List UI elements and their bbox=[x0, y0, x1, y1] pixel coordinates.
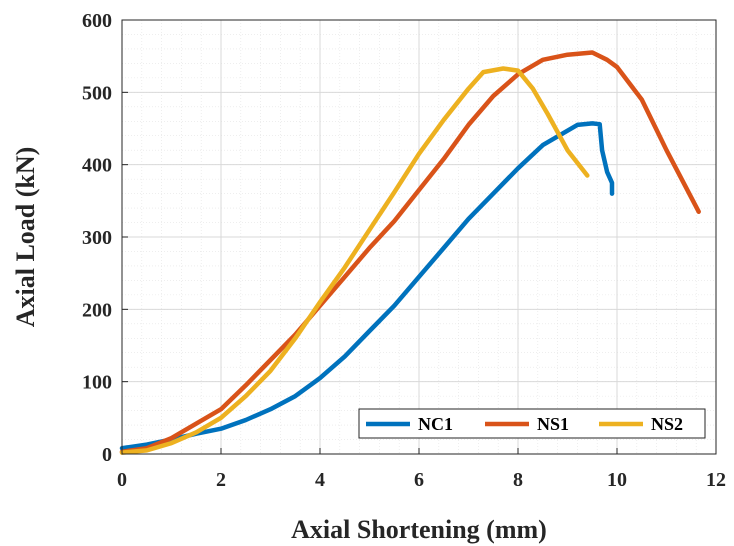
legend-label-nc1: NC1 bbox=[418, 414, 453, 434]
x-tick-label: 4 bbox=[315, 469, 325, 491]
y-tick-label: 100 bbox=[82, 372, 112, 394]
x-axis-label: Axial Shortening (mm) bbox=[291, 515, 547, 544]
x-tick-label: 0 bbox=[117, 469, 127, 491]
series-lines bbox=[119, 50, 701, 455]
y-axis-label: Axial Load (kN) bbox=[11, 147, 40, 328]
x-tick-label: 6 bbox=[414, 469, 424, 491]
y-axis-ticks: 0 100 200 300 400 500 600 bbox=[82, 10, 128, 466]
series-line-ns1 bbox=[119, 50, 701, 455]
y-tick-label: 500 bbox=[82, 82, 112, 104]
x-tick-label: 12 bbox=[706, 469, 726, 491]
x-axis-ticks: 0 2 4 6 8 10 12 bbox=[117, 448, 726, 491]
legend-label-ns1: NS1 bbox=[537, 414, 569, 434]
x-tick-label: 2 bbox=[216, 469, 226, 491]
y-tick-label: 400 bbox=[82, 155, 112, 177]
y-tick-label: 300 bbox=[82, 227, 112, 249]
series-line-nc1 bbox=[119, 121, 615, 451]
x-tick-label: 10 bbox=[607, 469, 627, 491]
legend-label-ns2: NS2 bbox=[651, 414, 683, 434]
x-tick-label: 8 bbox=[513, 469, 523, 491]
y-tick-label: 600 bbox=[82, 10, 112, 32]
legend: NC1 NS1 NS2 bbox=[358, 408, 706, 439]
legend-box bbox=[358, 408, 706, 439]
series-line-ns2 bbox=[119, 66, 590, 455]
y-tick-label: 0 bbox=[102, 444, 112, 466]
y-tick-label: 200 bbox=[82, 299, 112, 321]
